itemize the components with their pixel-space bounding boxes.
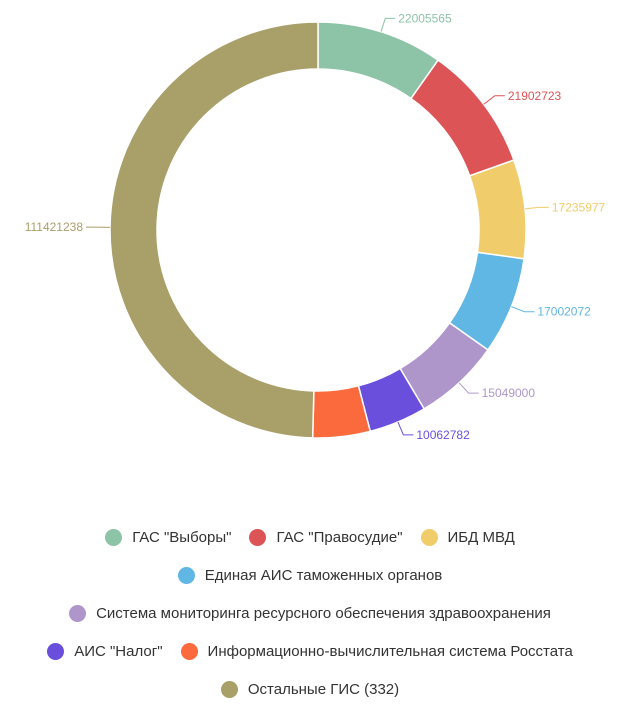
legend-dot-icon	[220, 680, 238, 698]
legend-row-1: Единая АИС таможенных органов	[0, 556, 620, 594]
slice-7[interactable]	[109, 21, 319, 439]
legend-row-0: ГАС "Выборы" ГАС "Правосудие" ИБД МВД	[0, 518, 620, 556]
data-label-1: 21902723	[508, 89, 562, 103]
data-label-4: 15049000	[482, 386, 536, 400]
legend-label: Система мониторинга ресурсного обеспечен…	[96, 604, 551, 622]
legend-item-1[interactable]: ГАС "Правосудие"	[249, 528, 403, 546]
data-label-7: 111421238	[25, 220, 84, 234]
donut-chart: 22005565 21902723 17235977 17002072 15049000…	[25, 11, 606, 442]
legend-item-0[interactable]: ГАС "Выборы"	[105, 528, 232, 546]
legend-item-4[interactable]: Система мониторинга ресурсного обеспечен…	[69, 604, 551, 622]
donut-slices	[109, 21, 527, 439]
legend-label: ИБД МВД	[447, 528, 515, 546]
legend-dot-icon	[177, 566, 195, 584]
legend-label: Информационно-вычислительная система Рос…	[207, 642, 573, 660]
legend-item-6[interactable]: Информационно-вычислительная система Рос…	[180, 642, 573, 660]
label-connector-2	[524, 206, 549, 210]
legend-label: Единая АИС таможенных органов	[204, 566, 443, 584]
legend-dot-icon	[47, 642, 65, 660]
slice-1[interactable]	[409, 59, 515, 177]
legend-dot-icon	[249, 528, 267, 546]
data-label-3: 17002072	[537, 305, 591, 319]
data-label-2: 17235977	[552, 200, 606, 214]
data-labels: 22005565 21902723 17235977 17002072 15049000…	[25, 11, 606, 442]
legend-dot-icon	[69, 604, 87, 622]
legend-dot-icon	[420, 528, 438, 546]
legend-item-5[interactable]: АИС "Налог"	[47, 642, 163, 660]
legend-item-7[interactable]: Остальные ГИС (332)	[220, 680, 400, 698]
label-connector-4	[458, 382, 479, 394]
legend-label: АИС "Налог"	[74, 642, 163, 660]
label-connector-3	[511, 306, 535, 313]
legend-label: ГАС "Выборы"	[132, 528, 232, 546]
legend-label: ГАС "Правосудие"	[276, 528, 403, 546]
legend-row-2: Система мониторинга ресурсного обеспечен…	[0, 594, 620, 632]
legend-dot-icon	[180, 642, 198, 660]
label-connector-5	[397, 421, 414, 436]
legend-row-4: Остальные ГИС (332)	[0, 670, 620, 708]
data-label-0: 22005565	[398, 11, 452, 25]
legend-item-3[interactable]: Единая АИС таможенных органов	[177, 566, 443, 584]
legend-label: Остальные ГИС (332)	[247, 680, 400, 698]
label-connector-0	[380, 17, 396, 32]
legend-row-3: АИС "Налог" Информационно-вычислительная …	[0, 632, 620, 670]
legend-item-2[interactable]: ИБД МВД	[420, 528, 515, 546]
data-label-5: 10062782	[416, 428, 470, 442]
label-connector-1	[483, 95, 505, 105]
slice-2[interactable]	[468, 159, 527, 260]
legend-dot-icon	[105, 528, 123, 546]
chart-legend: ГАС "Выборы" ГАС "Правосудие" ИБД МВД Едина…	[0, 518, 620, 708]
